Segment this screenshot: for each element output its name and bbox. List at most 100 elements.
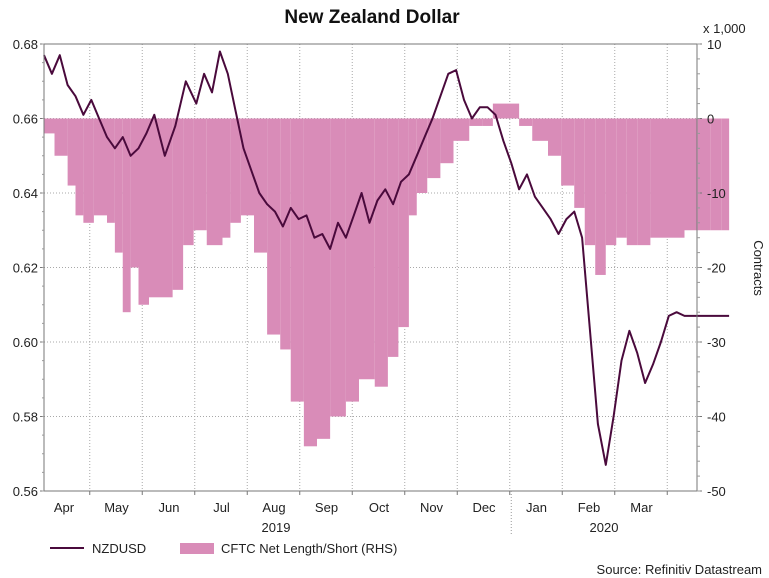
left-tick-label: 0.56 (13, 484, 38, 499)
month-label: May (104, 500, 129, 515)
cftc-step (159, 118, 173, 298)
cftc-step (374, 118, 388, 387)
legend: NZDUSD CFTC Net Length/Short (RHS) (50, 541, 397, 556)
cftc-step (626, 118, 638, 246)
cftc-step (172, 118, 184, 290)
right-tick-label: 0 (707, 112, 714, 127)
cftc-step (254, 118, 268, 253)
cftc-step (130, 118, 139, 268)
legend-cftc-swatch (180, 543, 214, 554)
cftc-step (398, 118, 409, 328)
cftc-step (206, 118, 223, 246)
cftc-step (193, 118, 207, 231)
nzdusd-path (43, 50, 730, 466)
cftc-step (416, 118, 428, 193)
cftc-step (93, 118, 107, 216)
cftc-step (345, 118, 359, 402)
left-tick-label: 0.58 (13, 410, 38, 425)
month-label: Oct (369, 500, 390, 515)
source-note: Source: Refinitiv Datastream (597, 562, 762, 577)
cftc-step (532, 118, 548, 141)
cftc-step (616, 118, 627, 238)
cftc-step (684, 118, 698, 231)
cftc-step (574, 118, 585, 208)
cftc-step (54, 118, 68, 156)
cftc-step (663, 118, 674, 238)
cftc-step (183, 118, 194, 246)
cftc-step (138, 118, 149, 305)
right-tick-label: -20 (707, 261, 726, 276)
cftc-step (280, 118, 291, 350)
month-label: Dec (472, 500, 496, 515)
left-tick-label: 0.60 (13, 335, 38, 350)
cftc-step (453, 118, 470, 141)
nzdusd-line (43, 50, 730, 466)
cftc-step (122, 118, 131, 313)
cftc-area (44, 103, 730, 447)
month-label: Nov (420, 500, 444, 515)
cftc-step (469, 118, 483, 126)
cftc-step (605, 118, 617, 246)
month-label: Feb (578, 500, 600, 515)
cftc-step (44, 118, 55, 134)
left-tick-label: 0.68 (13, 37, 38, 52)
month-label: Jan (526, 500, 547, 515)
left-tick-label: 0.64 (13, 186, 38, 201)
left-tick-label: 0.62 (13, 261, 38, 276)
cftc-step (561, 118, 575, 186)
cftc-step (674, 118, 685, 238)
cftc-step (506, 103, 520, 119)
cftc-step (303, 118, 317, 447)
month-label: Jun (159, 500, 180, 515)
month-label: Mar (630, 500, 653, 515)
cftc-step (317, 118, 331, 439)
cftc-step (492, 103, 506, 119)
cftc-step (222, 118, 231, 238)
chart-title: New Zealand Dollar (284, 7, 460, 28)
year-label-2020: 2020 (590, 520, 619, 535)
cftc-step (650, 118, 664, 238)
right-tick-label: -50 (707, 484, 726, 499)
cftc-step (359, 118, 375, 380)
cftc-step (548, 118, 562, 156)
cftc-step (83, 118, 94, 223)
cftc-step (75, 118, 84, 216)
cftc-step (637, 118, 651, 246)
cftc-step (721, 118, 730, 231)
month-label: Apr (54, 500, 75, 515)
month-label: Sep (315, 500, 338, 515)
cftc-step (697, 118, 711, 231)
cftc-step (330, 118, 346, 417)
right-tick-label: 10 (707, 37, 721, 52)
cftc-step (710, 118, 722, 231)
cftc-step (114, 118, 123, 253)
cftc-step (240, 118, 254, 216)
left-axis: 0.68 0.66 0.64 0.62 0.60 0.58 0.56 (13, 37, 44, 499)
right-axis-multiplier: x 1,000 (703, 21, 746, 36)
cftc-step (584, 118, 596, 246)
cftc-step (595, 118, 606, 275)
cftc-step (267, 118, 281, 335)
x-axis: Apr May Jun Jul Aug Sep Oct Nov Dec Jan Feb Mar 2019… (54, 491, 668, 535)
month-label: Jul (213, 500, 230, 515)
legend-cftc-label: CFTC Net Length/Short (RHS) (221, 541, 397, 556)
cftc-step (387, 118, 399, 357)
right-tick-label: -40 (707, 410, 726, 425)
right-tick-label: -10 (707, 186, 726, 201)
cftc-step (519, 118, 533, 126)
right-tick-label: -30 (707, 335, 726, 350)
cftc-step (440, 118, 454, 164)
left-tick-label: 0.66 (13, 112, 38, 127)
year-label-2019: 2019 (262, 520, 291, 535)
cftc-step (290, 118, 304, 402)
cftc-step (149, 118, 160, 298)
month-label: Aug (262, 500, 285, 515)
cftc-step (482, 118, 493, 126)
cftc-step (230, 118, 241, 223)
right-axis-title: Contracts (751, 240, 766, 296)
right-axis: 10 0 -10 -20 -30 -40 -50 (697, 37, 726, 499)
cftc-step (107, 118, 115, 223)
legend-nzdusd-label: NZDUSD (92, 541, 146, 556)
cftc-step (67, 118, 76, 186)
